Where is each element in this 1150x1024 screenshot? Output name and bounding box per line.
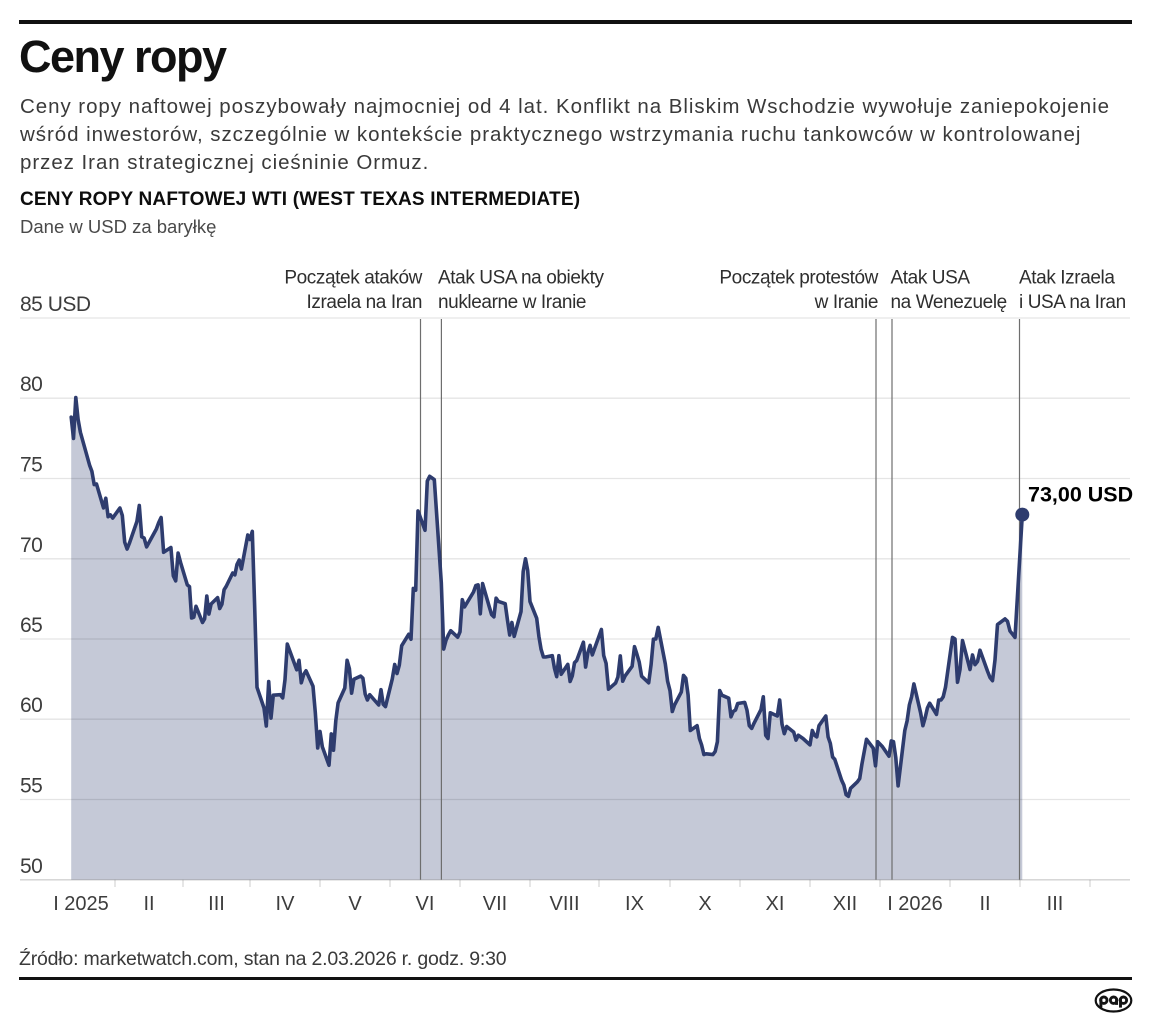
svg-text:VIII: VIII bbox=[549, 893, 579, 915]
svg-text:II: II bbox=[979, 893, 990, 915]
svg-text:50: 50 bbox=[20, 855, 42, 878]
svg-text:i USA na Iran: i USA na Iran bbox=[1019, 292, 1126, 313]
svg-text:V: V bbox=[348, 893, 362, 915]
svg-text:65: 65 bbox=[20, 614, 42, 637]
svg-text:XII: XII bbox=[833, 893, 857, 915]
svg-text:80: 80 bbox=[20, 373, 42, 396]
svg-text:XI: XI bbox=[766, 893, 785, 915]
svg-text:Atak USA na obiekty: Atak USA na obiekty bbox=[438, 268, 605, 289]
svg-text:75: 75 bbox=[20, 454, 42, 477]
svg-text:IV: IV bbox=[276, 893, 296, 915]
svg-text:II: II bbox=[143, 893, 154, 915]
svg-text:VI: VI bbox=[416, 893, 435, 915]
svg-text:Początek protestów: Początek protestów bbox=[719, 268, 878, 289]
svg-text:I 2026: I 2026 bbox=[887, 893, 943, 915]
svg-text:na Wenezuelę: na Wenezuelę bbox=[891, 292, 1007, 313]
svg-text:Izraela na Iran: Izraela na Iran bbox=[307, 292, 422, 313]
svg-text:III: III bbox=[208, 893, 225, 915]
svg-text:IX: IX bbox=[625, 893, 644, 915]
svg-text:w Iranie: w Iranie bbox=[814, 292, 878, 313]
svg-text:Atak Izraela: Atak Izraela bbox=[1019, 268, 1115, 289]
svg-text:Początek ataków: Początek ataków bbox=[284, 268, 422, 289]
svg-text:Atak USA: Atak USA bbox=[891, 268, 971, 289]
svg-text:73,00 USD: 73,00 USD bbox=[1028, 483, 1133, 507]
svg-text:70: 70 bbox=[20, 534, 42, 557]
svg-text:nuklearne w Iranie: nuklearne w Iranie bbox=[438, 292, 586, 313]
svg-text:VII: VII bbox=[483, 893, 507, 915]
svg-text:60: 60 bbox=[20, 694, 42, 717]
svg-text:X: X bbox=[698, 893, 711, 915]
svg-text:III: III bbox=[1047, 893, 1064, 915]
svg-text:55: 55 bbox=[20, 775, 42, 798]
svg-text:I 2025: I 2025 bbox=[53, 893, 109, 915]
svg-text:85 USD: 85 USD bbox=[20, 293, 91, 316]
